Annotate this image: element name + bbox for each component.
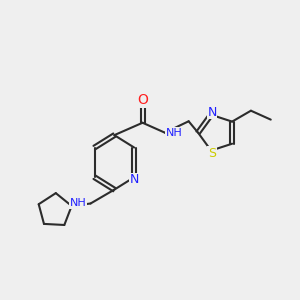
Text: N: N: [207, 106, 217, 119]
Text: O: O: [137, 94, 148, 107]
Text: S: S: [208, 146, 216, 160]
Text: N: N: [130, 173, 139, 186]
Text: NH: NH: [166, 128, 183, 138]
Text: NH: NH: [70, 199, 87, 208]
